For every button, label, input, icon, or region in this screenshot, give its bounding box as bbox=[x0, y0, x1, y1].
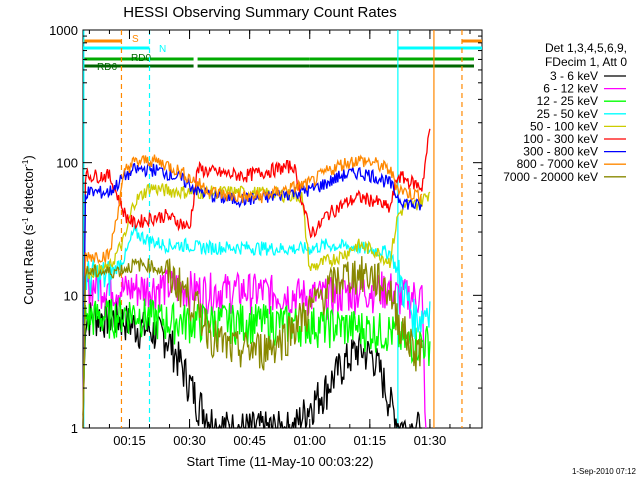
legend-label-25-50-kev: 25 - 50 keV bbox=[537, 107, 598, 121]
legend-label-6-12-kev: 6 - 12 keV bbox=[543, 82, 598, 96]
y-tick-label-1: 1 bbox=[71, 421, 78, 436]
legend-label-3-6-kev: 3 - 6 keV bbox=[550, 69, 598, 83]
series-line-800-7000-kev bbox=[82, 154, 423, 417]
footer-timestamp: 1-Sep-2010 07:12 bbox=[572, 467, 637, 476]
legend-label-800-7000-kev: 800 - 7000 keV bbox=[517, 157, 598, 171]
series-line-12-25-kev bbox=[82, 297, 431, 416]
x-axis-label: Start Time (11-May-10 00:03:22) bbox=[187, 454, 374, 469]
y-axis-label-main: Count Rate (s bbox=[21, 224, 36, 305]
x-tick-label-00-15: 00:15 bbox=[113, 433, 146, 448]
x-tick-label-00-45: 00:45 bbox=[233, 433, 266, 448]
series-line-100-300-kev bbox=[82, 128, 431, 429]
series-line-300-800-kev bbox=[82, 161, 423, 426]
flag-label-rd6: RD6 bbox=[97, 62, 117, 73]
y-axis-label-mid: detector bbox=[21, 166, 36, 217]
flag-label-s: S bbox=[132, 34, 139, 45]
series-lines bbox=[82, 128, 431, 430]
series-line-6-12-kev bbox=[82, 268, 427, 429]
legend-label-100-300-kev: 100 - 300 keV bbox=[523, 132, 598, 146]
chart-title: HESSI Observing Summary Count Rates bbox=[123, 4, 396, 21]
y-axis-label-sup1: -1 bbox=[21, 217, 30, 225]
x-axis-ticks: 00:15 00:30 00:45 01:00 01:15 01:30 bbox=[88, 30, 471, 448]
legend-label-300-800-kev: 300 - 800 keV bbox=[523, 145, 598, 159]
legend: Det 1,3,4,5,6,9, FDecim 1, Att 0 3 - 6 k… bbox=[503, 41, 627, 184]
legend-label-50-100-kev: 50 - 100 keV bbox=[530, 119, 598, 133]
x-tick-label-00-30: 00:30 bbox=[173, 433, 206, 448]
flag-label-rd0: RD0 bbox=[131, 53, 151, 64]
series-line-7000-20000-kev bbox=[82, 256, 423, 429]
legend-label-12-25-kev: 12 - 25 keV bbox=[537, 94, 598, 108]
y-axis-label: Count Rate (s-1 detector-1) bbox=[21, 155, 36, 304]
y-tick-label-10: 10 bbox=[64, 288, 78, 303]
legend-header-line1: Det 1,3,4,5,6,9, bbox=[545, 41, 627, 55]
x-tick-label-01-15: 01:15 bbox=[354, 433, 387, 448]
flag-bars: S N RD0 RD6 bbox=[83, 34, 482, 73]
x-tick-label-01-30: 01:30 bbox=[414, 433, 447, 448]
y-axis-ticks: 1 10 100 1000 bbox=[49, 23, 482, 436]
flag-label-n: N bbox=[159, 44, 166, 55]
y-axis-label-sup2: -1 bbox=[21, 159, 30, 167]
legend-label-7000-20000-kev: 7000 - 20000 keV bbox=[503, 170, 598, 184]
series-line-25-50-kev bbox=[82, 224, 431, 429]
y-tick-label-1000: 1000 bbox=[49, 23, 78, 38]
vertical-markers bbox=[83, 30, 463, 428]
legend-header-line2: FDecim 1, Att 0 bbox=[545, 55, 627, 69]
plot-frame bbox=[82, 29, 483, 429]
x-tick-label-01-00: 01:00 bbox=[293, 433, 326, 448]
y-axis-label-end: ) bbox=[21, 155, 36, 159]
series-line-3-6-kev bbox=[82, 298, 422, 430]
y-tick-label-100: 100 bbox=[56, 156, 78, 171]
plot-area bbox=[82, 29, 483, 429]
